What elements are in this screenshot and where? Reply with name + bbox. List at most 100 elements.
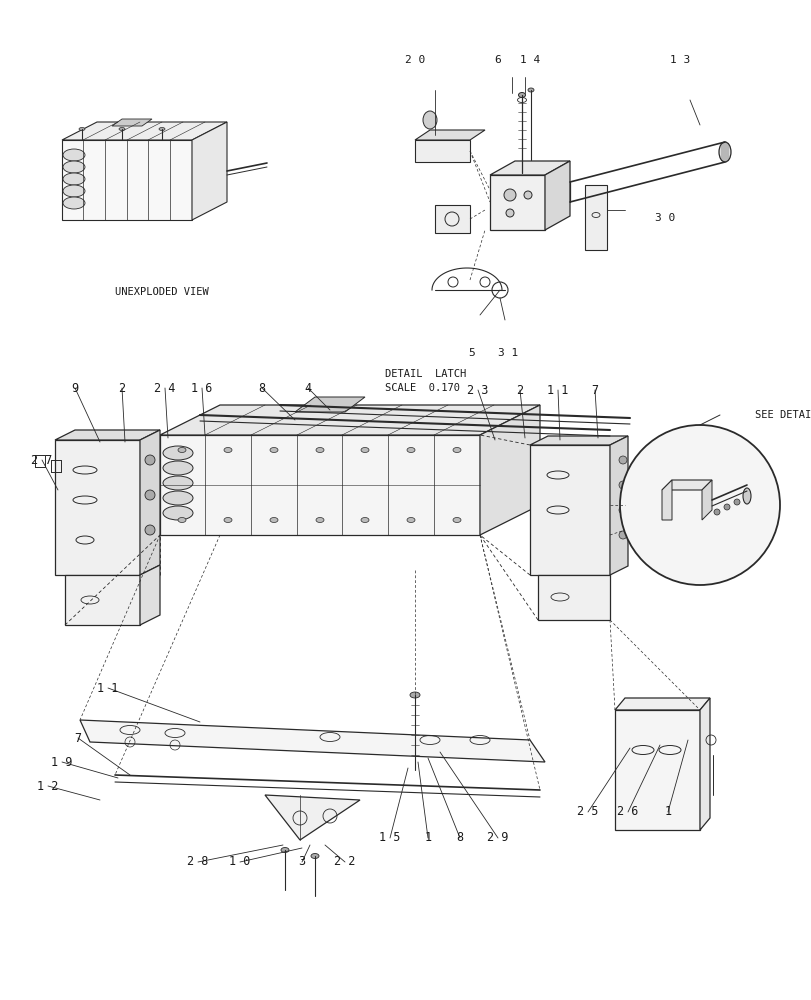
Circle shape [145,455,155,465]
Polygon shape [62,140,191,220]
Polygon shape [414,140,470,162]
Ellipse shape [63,185,85,197]
Ellipse shape [63,161,85,173]
Ellipse shape [163,476,193,490]
Polygon shape [530,436,627,445]
Ellipse shape [453,518,461,522]
Text: 2 7: 2 7 [32,454,53,466]
Polygon shape [489,161,569,175]
Text: 6: 6 [494,55,500,65]
Circle shape [618,506,626,514]
Circle shape [618,481,626,489]
Ellipse shape [224,518,232,522]
Text: 1 1: 1 1 [547,383,568,396]
Polygon shape [139,430,160,575]
Ellipse shape [410,692,419,698]
Polygon shape [414,130,484,140]
Text: 2 5: 2 5 [577,805,598,818]
Ellipse shape [742,488,750,504]
Circle shape [618,531,626,539]
Text: 1 4: 1 4 [519,55,539,65]
Circle shape [723,504,729,510]
Text: 3 1: 3 1 [497,348,517,358]
Ellipse shape [311,853,319,858]
Text: 1 3: 1 3 [669,55,689,65]
Text: 2: 2 [118,381,126,394]
Ellipse shape [63,149,85,161]
Text: 1 5: 1 5 [379,831,400,844]
Text: 5: 5 [468,348,474,358]
Ellipse shape [63,173,85,185]
Polygon shape [191,122,227,220]
Ellipse shape [163,491,193,505]
Text: 2 0: 2 0 [405,55,425,65]
Ellipse shape [63,197,85,209]
Ellipse shape [406,448,414,452]
Ellipse shape [361,518,368,522]
Polygon shape [112,119,152,126]
Polygon shape [55,440,139,575]
Text: 2 4: 2 4 [154,381,175,394]
Ellipse shape [281,847,289,852]
Ellipse shape [315,448,324,452]
Circle shape [620,425,779,585]
Ellipse shape [224,448,232,452]
Polygon shape [65,575,139,625]
Polygon shape [294,397,365,412]
Polygon shape [80,720,544,762]
Text: 1: 1 [663,805,671,818]
Text: 8: 8 [456,831,463,844]
Ellipse shape [163,506,193,520]
Text: 2 8: 2 8 [187,855,208,868]
Ellipse shape [718,142,730,162]
Text: 1 0: 1 0 [229,855,251,868]
Ellipse shape [315,518,324,522]
Text: 2 6: 2 6 [616,805,638,818]
Ellipse shape [163,461,193,475]
Ellipse shape [453,448,461,452]
Ellipse shape [518,93,525,98]
Ellipse shape [119,128,125,131]
Polygon shape [702,480,711,520]
Circle shape [145,525,155,535]
Ellipse shape [79,128,85,131]
Circle shape [733,499,739,505]
Ellipse shape [527,88,534,92]
Text: 7: 7 [75,731,81,744]
Ellipse shape [178,518,186,522]
Text: 1 6: 1 6 [191,381,212,394]
Text: SEE DETAIL  LATCH: SEE DETAIL LATCH [754,410,811,420]
Polygon shape [264,795,359,840]
Polygon shape [139,565,160,625]
Circle shape [713,509,719,515]
Text: 3 0: 3 0 [654,213,674,223]
Text: 7: 7 [590,383,598,396]
Text: 8: 8 [258,381,265,394]
Polygon shape [699,698,709,830]
Polygon shape [435,205,470,233]
Polygon shape [160,405,539,435]
Text: 2 9: 2 9 [487,831,508,844]
Polygon shape [614,710,699,830]
Text: 1 2: 1 2 [37,780,58,792]
Polygon shape [489,175,544,230]
Polygon shape [160,435,479,535]
Polygon shape [584,185,607,250]
Ellipse shape [270,518,277,522]
Ellipse shape [178,448,186,452]
Circle shape [523,191,531,199]
Ellipse shape [159,128,165,131]
Circle shape [504,189,515,201]
Text: 1: 1 [424,831,431,844]
Polygon shape [479,405,539,535]
Polygon shape [614,698,709,710]
Text: 2 2: 2 2 [334,855,355,868]
Polygon shape [661,480,711,490]
Text: 1 1: 1 1 [97,682,118,694]
Polygon shape [661,480,672,520]
Text: 3: 3 [298,855,305,868]
Polygon shape [609,436,627,575]
Circle shape [505,209,513,217]
Circle shape [145,490,155,500]
Ellipse shape [270,448,277,452]
